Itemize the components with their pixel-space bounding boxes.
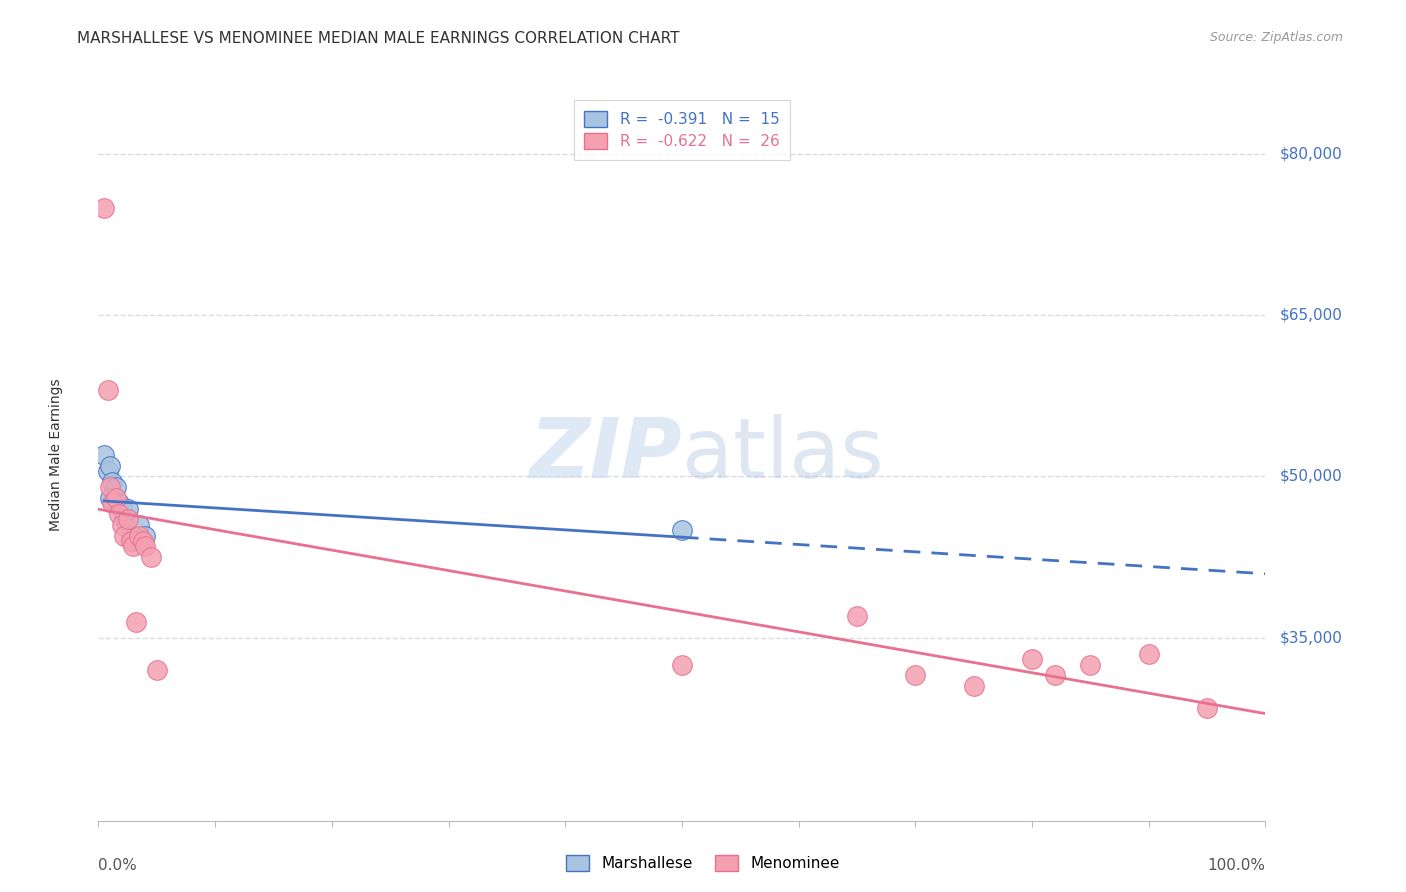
Point [962,679,984,693]
Point [117,512,139,526]
Point [139,550,162,565]
Point [1045,668,1067,682]
Point [122,539,145,553]
Point [101,496,124,510]
Point [111,501,134,516]
Text: $80,000: $80,000 [1279,146,1343,161]
Point [134,539,156,553]
Text: 0.0%: 0.0% [98,858,138,873]
Point [104,491,127,505]
Point [1137,647,1160,661]
Point [97,464,120,478]
Text: MARSHALLESE VS MENOMINEE MEDIAN MALE EARNINGS CORRELATION CHART: MARSHALLESE VS MENOMINEE MEDIAN MALE EAR… [77,31,681,46]
Point [122,533,145,548]
Point [117,501,139,516]
Point [101,475,124,489]
Point [904,668,927,682]
Point [112,528,135,542]
Text: Source: ZipAtlas.com: Source: ZipAtlas.com [1209,31,1343,45]
Point [671,523,693,537]
Point [134,528,156,542]
Point [93,448,115,462]
Text: $65,000: $65,000 [1279,308,1343,323]
Legend: R =  -0.391   N =  15, R =  -0.622   N =  26: R = -0.391 N = 15, R = -0.622 N = 26 [574,101,790,160]
Text: Median Male Earnings: Median Male Earnings [49,378,63,532]
Point [108,496,131,510]
Point [98,458,121,473]
Point [1021,652,1043,666]
Point [125,615,148,629]
Text: 100.0%: 100.0% [1208,858,1265,873]
Point [846,609,869,624]
Point [98,491,121,505]
Point [120,528,142,542]
Text: $35,000: $35,000 [1279,631,1343,645]
Text: $50,000: $50,000 [1279,469,1343,484]
Point [108,507,131,521]
Point [1080,657,1102,672]
Point [671,657,693,672]
Text: ZIP: ZIP [529,415,682,495]
Point [98,480,121,494]
Point [128,517,150,532]
Text: atlas: atlas [682,415,883,495]
Point [132,533,155,548]
Point [120,533,142,548]
Point [146,663,169,677]
Legend: Marshallese, Menominee: Marshallese, Menominee [560,849,846,877]
Point [104,480,127,494]
Point [93,201,115,215]
Point [97,384,120,398]
Point [128,528,150,542]
Point [111,517,134,532]
Point [1195,700,1218,714]
Point [112,512,135,526]
